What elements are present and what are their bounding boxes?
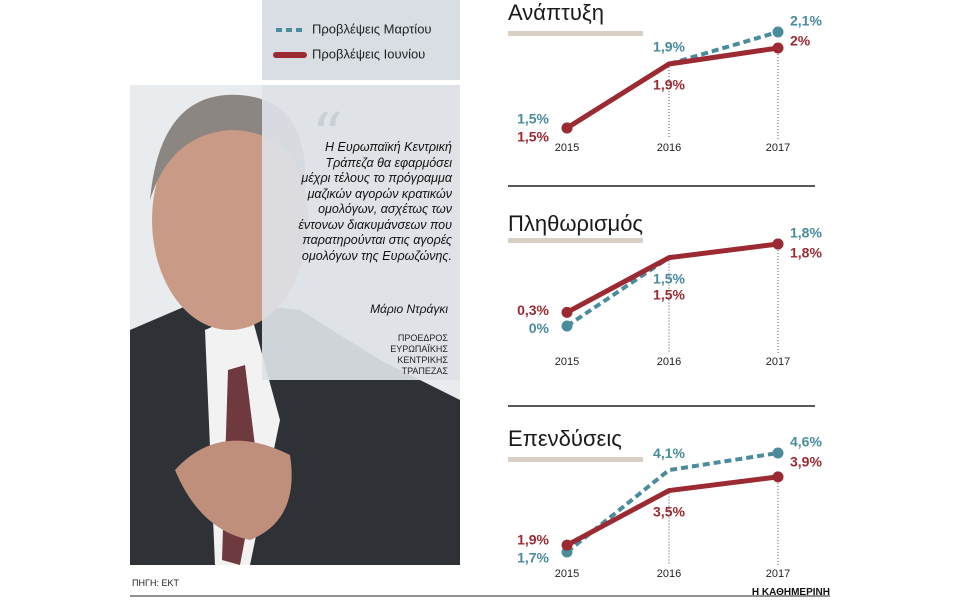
value-label: 1,9% xyxy=(517,531,549,547)
publisher: Η ΚΑΘΗΜΕΡΙΝΗ xyxy=(751,587,830,598)
value-label: 3,5% xyxy=(653,503,685,519)
value-label: 2,1% xyxy=(790,13,822,29)
x-tick-label: 2016 xyxy=(657,142,681,154)
value-label: 4,1% xyxy=(653,445,685,461)
value-label: 1,5% xyxy=(653,286,685,302)
series-line xyxy=(565,45,779,131)
x-tick-label: 2015 xyxy=(555,356,579,368)
legend-box xyxy=(262,0,460,80)
quote-box xyxy=(262,85,460,380)
source: ΠΗΓΗ: ΕΚΤ xyxy=(132,578,179,588)
value-label: 0% xyxy=(529,320,550,336)
title-underline xyxy=(508,238,643,243)
panel-title: Πληθωρισμός xyxy=(508,211,643,236)
panel-title: Επενδύσεις xyxy=(508,426,622,451)
value-label: 1,7% xyxy=(517,549,549,565)
x-tick-label: 2015 xyxy=(555,142,579,154)
point xyxy=(561,539,573,551)
value-label: 0,3% xyxy=(517,302,549,318)
quote-text: Η Ευρωπαϊκή Κεντρική Τράπεζα θα εφαρμόσε… xyxy=(298,140,452,263)
point xyxy=(772,471,784,483)
x-tick-label: 2016 xyxy=(657,356,681,368)
point xyxy=(772,447,784,459)
series-line xyxy=(565,451,779,554)
point xyxy=(772,238,784,250)
title-underline xyxy=(508,457,643,462)
value-label: 1,8% xyxy=(790,245,822,261)
x-tick-label: 2016 xyxy=(657,568,681,580)
quote-mark: “ xyxy=(312,101,343,171)
point xyxy=(561,320,573,332)
point xyxy=(561,306,573,318)
panel-title: Ανάπτυξη xyxy=(508,0,604,25)
value-label: 1,5% xyxy=(653,270,685,286)
value-label: 2% xyxy=(790,33,811,49)
title-underline xyxy=(508,31,643,36)
point xyxy=(772,42,784,54)
x-tick-label: 2017 xyxy=(766,568,790,580)
series-line xyxy=(565,474,779,548)
x-tick-label: 2015 xyxy=(555,568,579,580)
x-tick-label: 2017 xyxy=(766,356,790,368)
value-label: 3,9% xyxy=(790,454,822,470)
value-label: 4,6% xyxy=(790,434,822,450)
value-label: 1,9% xyxy=(653,77,685,93)
x-tick-label: 2017 xyxy=(766,142,790,154)
quote-author: Μάριο Ντράγκι xyxy=(370,302,448,316)
quote-role: ΠΡΟΕΔΡΟΣ ΕΥΡΩΠΑΪΚΗΣ ΚΕΝΤΡΙΚΗΣ ΤΡΑΠΕΖΑΣ xyxy=(390,333,448,376)
value-label: 1,9% xyxy=(653,39,685,55)
legend-label: Προβλέψεις Ιουνίου xyxy=(312,46,425,61)
legend-label: Προβλέψεις Μαρτίου xyxy=(312,21,432,36)
series-line xyxy=(565,241,779,315)
value-label: 1,5% xyxy=(517,129,549,145)
point xyxy=(772,26,784,38)
point xyxy=(561,122,573,134)
value-label: 1,5% xyxy=(517,111,549,127)
value-label: 1,8% xyxy=(790,225,822,241)
